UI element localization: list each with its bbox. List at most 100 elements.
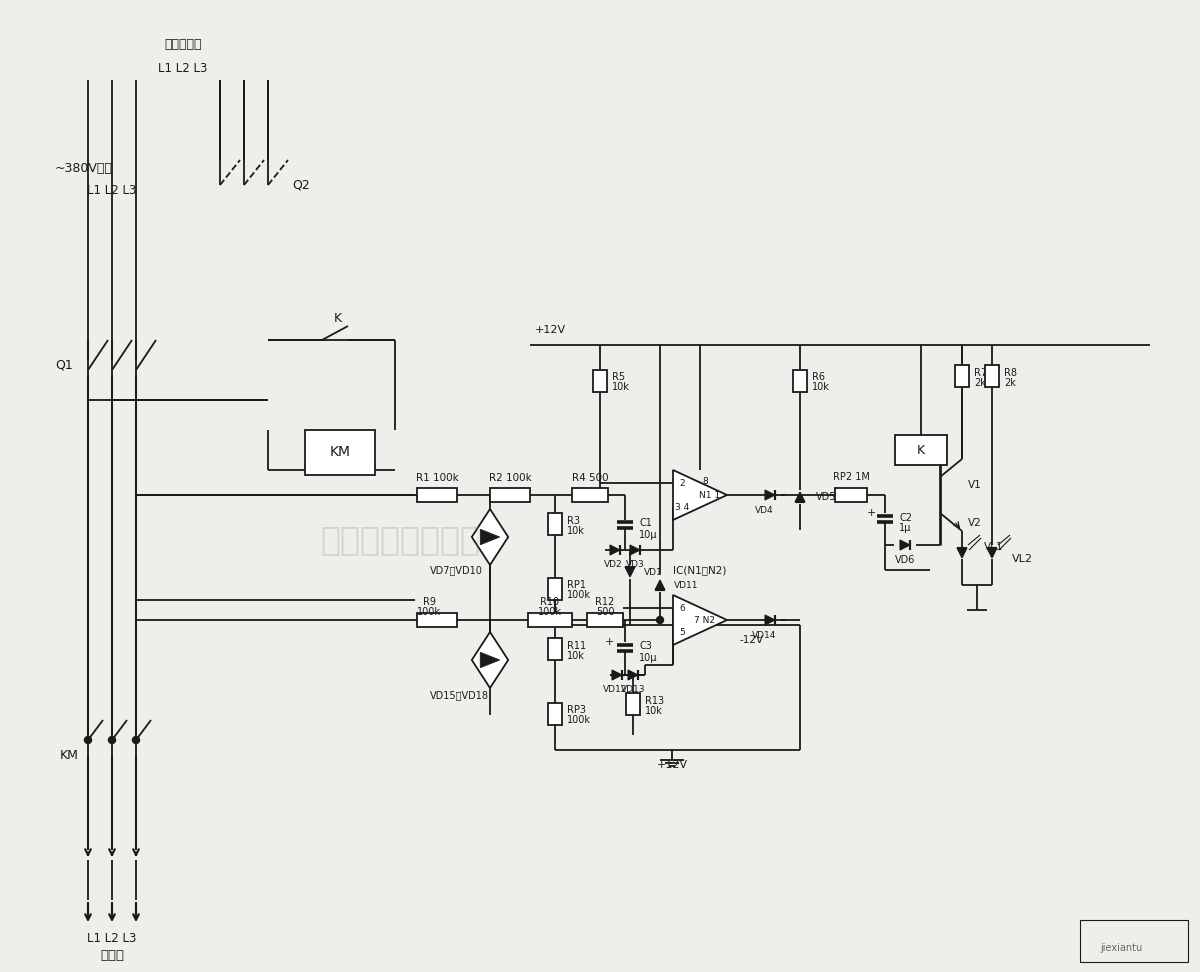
Text: K: K [334,311,342,325]
Polygon shape [673,470,727,520]
Text: 10k: 10k [568,526,584,536]
Text: VD7～VD10: VD7～VD10 [430,565,482,575]
Polygon shape [630,545,640,555]
Polygon shape [628,670,638,680]
Text: R11: R11 [568,641,586,651]
Text: 7 N2: 7 N2 [695,615,715,624]
Text: L1 L2 L3: L1 L2 L3 [88,184,137,196]
Text: +: + [866,508,876,518]
Text: L1 L2 L3: L1 L2 L3 [158,61,208,75]
Text: 10k: 10k [812,382,830,392]
Polygon shape [472,509,509,565]
Text: R8: R8 [1004,368,1018,378]
Text: KM: KM [60,748,79,761]
Text: VD11: VD11 [674,580,698,589]
Text: +12V: +12V [535,325,566,335]
Bar [490,488,530,502]
Bar [572,488,608,502]
Polygon shape [766,615,775,625]
Text: IC(N1，N2): IC(N1，N2) [673,565,727,575]
Text: R7: R7 [974,368,988,378]
Text: 1μ: 1μ [899,523,911,533]
Polygon shape [610,545,620,555]
Text: R10: R10 [540,597,559,607]
Polygon shape [900,540,910,550]
Text: 100k: 100k [568,590,592,600]
Text: 10k: 10k [612,382,630,392]
Bar [793,370,808,392]
Polygon shape [766,490,775,500]
Text: 5: 5 [679,628,685,637]
Text: 2k: 2k [1004,378,1016,388]
Text: 来自发电机: 来自发电机 [164,39,202,52]
Text: -12V: -12V [740,635,764,645]
Text: 100k: 100k [418,607,442,617]
Bar [418,488,457,502]
Text: 10μ: 10μ [640,530,658,540]
Text: 供负载: 供负载 [100,949,124,961]
Text: 100k: 100k [538,607,562,617]
Bar [548,638,562,660]
Bar [587,613,623,627]
Text: VD13: VD13 [620,684,646,693]
Text: 杭州调速科技公司: 杭州调速科技公司 [320,524,480,557]
Text: 2k: 2k [974,378,986,388]
Bar [418,613,457,627]
Text: RP2 1M: RP2 1M [833,472,870,482]
Text: VD1: VD1 [644,568,662,576]
Text: VD4: VD4 [755,505,773,514]
Text: VD6: VD6 [895,555,916,565]
Text: R9: R9 [422,597,436,607]
Bar [528,613,572,627]
Text: R2 100k: R2 100k [488,473,532,483]
Text: 2: 2 [679,478,685,488]
Bar [955,365,970,387]
Polygon shape [796,492,805,502]
Text: KM: KM [330,445,350,459]
Text: VD15～VD18: VD15～VD18 [430,690,490,700]
Bar [548,578,562,600]
Polygon shape [655,580,665,590]
Text: L1 L2 L3: L1 L2 L3 [88,931,137,945]
Text: R1 100k: R1 100k [415,473,458,483]
Text: +12V: +12V [656,760,688,770]
Polygon shape [625,567,635,577]
Bar [593,370,607,392]
Bar [895,435,947,465]
Text: V2: V2 [968,518,982,528]
Text: R4 500: R4 500 [571,473,608,483]
Bar [835,488,866,502]
Text: 10μ: 10μ [640,653,658,663]
Text: 6: 6 [679,604,685,612]
Text: R12: R12 [595,597,614,607]
Text: VD14: VD14 [752,631,776,640]
Text: VD12: VD12 [602,684,628,693]
Text: RP1: RP1 [568,580,586,590]
Text: 10k: 10k [568,651,584,661]
Text: 3 4: 3 4 [674,503,689,511]
Text: Q2: Q2 [292,179,310,191]
Bar [1080,920,1188,962]
Bar [626,693,640,715]
Polygon shape [480,652,500,668]
Text: C3: C3 [640,641,652,651]
Text: R5: R5 [612,372,625,382]
Text: VD3: VD3 [625,560,644,569]
Bar [548,703,562,725]
Text: C2: C2 [899,513,912,523]
Circle shape [656,616,664,623]
Bar [985,365,998,387]
Text: R13: R13 [646,696,664,706]
Text: 10k: 10k [646,706,662,716]
Text: ~380V电网: ~380V电网 [55,161,113,175]
Polygon shape [986,548,997,558]
Polygon shape [612,670,622,680]
Text: 8: 8 [702,476,708,485]
Circle shape [132,737,139,744]
Polygon shape [480,529,500,545]
Text: VD2: VD2 [604,560,623,569]
Text: C1: C1 [640,518,652,528]
Text: R3: R3 [568,516,580,526]
Circle shape [108,737,115,744]
Polygon shape [673,595,727,645]
